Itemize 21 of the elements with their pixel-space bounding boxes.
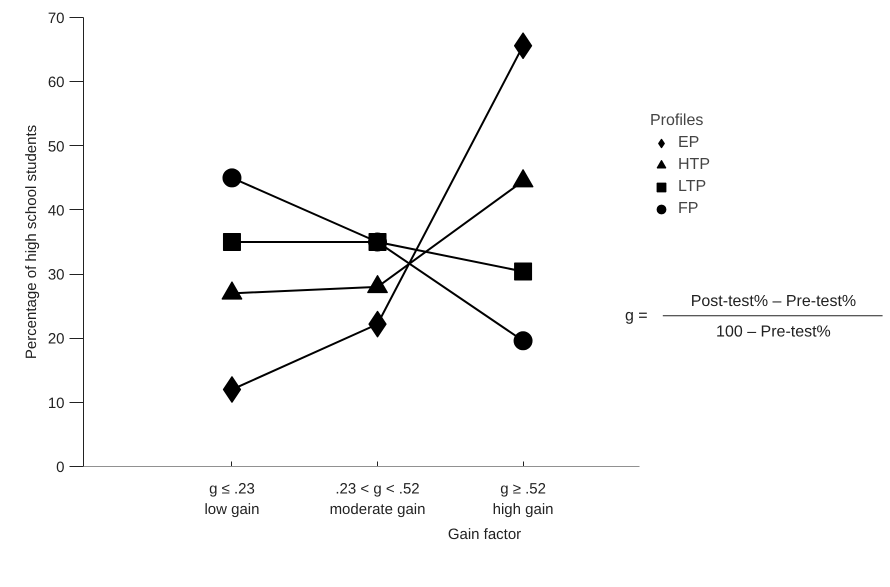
text: Post-test% – Pre-test%: [690, 292, 856, 310]
y-tick-label: 40: [48, 202, 65, 220]
legend-label: LTP: [678, 177, 706, 197]
x-tick-label: g ≥ .52 high gain: [492, 480, 554, 518]
legend-label: FP: [678, 199, 698, 219]
y-tick-label: 60: [48, 74, 65, 92]
y-tick-label: 70: [48, 10, 65, 27]
legend-label: HTP: [678, 155, 710, 175]
annotation: g =: [624, 307, 648, 324]
y-tick-label: 30: [48, 266, 65, 284]
y-axis-title: Percentage of high school students: [22, 124, 40, 360]
text: 100 – Pre-test%: [716, 323, 831, 340]
x-tick-label: .23 < g < .52 moderate gain: [330, 480, 426, 518]
x-axis-title: Gain factor: [448, 526, 522, 543]
legend-title: Profiles: [650, 112, 704, 130]
y-tick-label: 10: [48, 394, 65, 412]
y-tick-label: 20: [48, 330, 65, 348]
x-tick-label: g ≤ .23 low gain: [204, 480, 260, 518]
y-tick-label: 0: [56, 459, 64, 476]
legend-label: EP: [678, 133, 700, 153]
y-tick-label: 50: [48, 138, 65, 156]
